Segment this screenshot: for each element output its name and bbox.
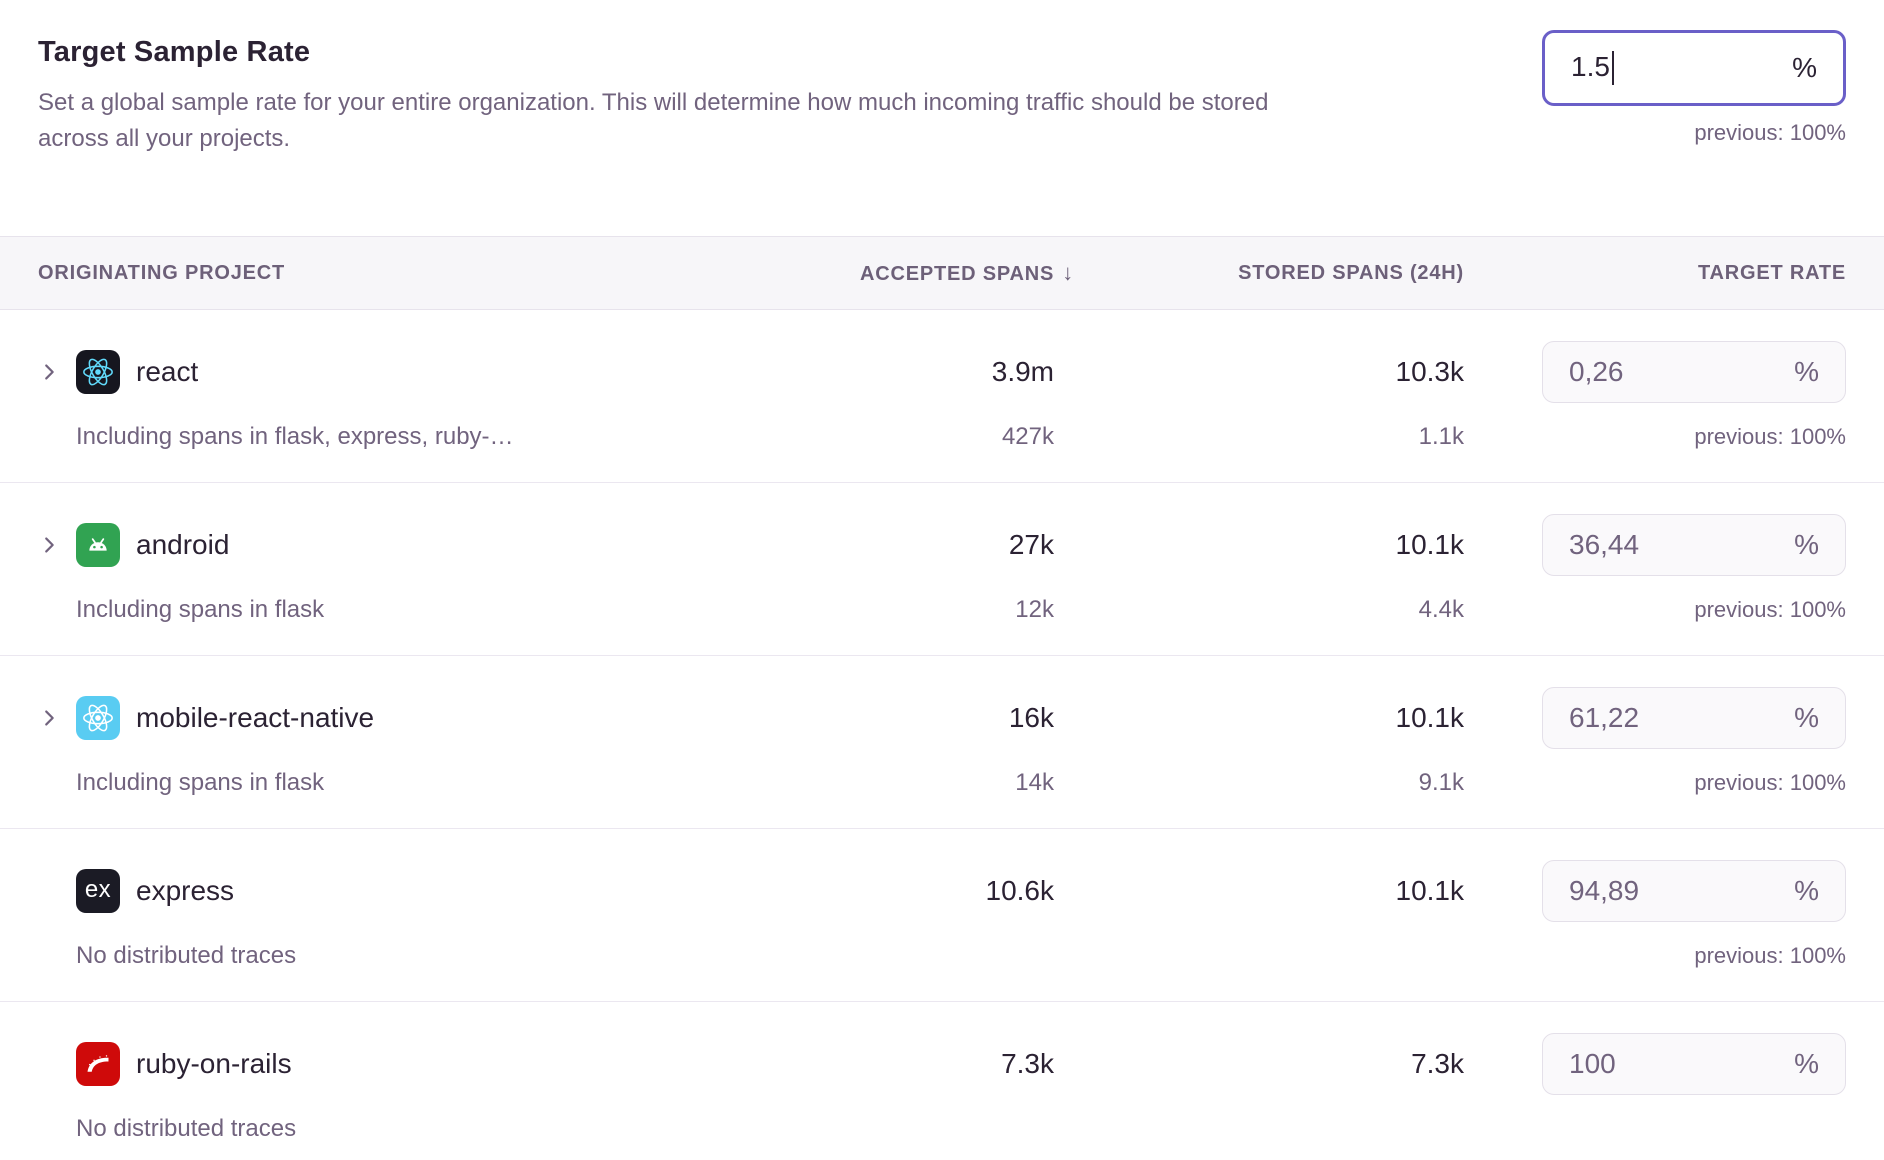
sub-accepted-spans-value: 427k bbox=[1001, 423, 1054, 450]
project-platform-icon bbox=[76, 350, 120, 394]
sort-descending-icon: ↓ bbox=[1062, 260, 1074, 285]
expand-chevron-icon[interactable] bbox=[38, 361, 60, 383]
global-previous-rate-label: previous: 100% bbox=[1694, 120, 1846, 145]
column-header-stored-spans: Stored Spans (24h) bbox=[1238, 261, 1464, 284]
accepted-spans-value: 3.9m bbox=[991, 356, 1054, 387]
percent-unit-label: % bbox=[1794, 1048, 1819, 1079]
project-rate-input[interactable]: 36,44 % bbox=[1542, 514, 1846, 576]
global-sample-rate-input[interactable]: 1.5 % bbox=[1542, 30, 1846, 106]
accepted-spans-value: 7.3k bbox=[1001, 1048, 1054, 1079]
project-name: ruby-on-rails bbox=[136, 1048, 292, 1079]
stored-spans-value: 10.3k bbox=[1395, 356, 1465, 387]
previous-rate-label: previous: 100% bbox=[1694, 943, 1846, 968]
expand-chevron-icon[interactable] bbox=[38, 707, 60, 729]
distributed-traces-note: No distributed traces bbox=[76, 1115, 297, 1142]
text-caret bbox=[1611, 51, 1614, 86]
project-platform-icon bbox=[76, 696, 120, 740]
project-rate-value: 61,22 bbox=[1569, 702, 1640, 733]
stored-spans-value: 7.3k bbox=[1411, 1048, 1464, 1079]
react-native-icon bbox=[81, 701, 115, 735]
project-row: ruby-on-rails 7.3k 7.3k 100 % No distrib… bbox=[0, 1002, 1884, 1160]
stored-spans-value: 10.1k bbox=[1395, 875, 1465, 906]
project-name: android bbox=[136, 529, 230, 560]
project-name: react bbox=[136, 356, 199, 387]
page-description: Set a global sample rate for your entire… bbox=[38, 89, 1269, 153]
react-icon bbox=[81, 355, 115, 389]
sub-stored-spans-value: 1.1k bbox=[1418, 423, 1464, 450]
project-rate-value: 94,89 bbox=[1569, 875, 1640, 906]
page-title: Target Sample Rate bbox=[38, 36, 311, 68]
percent-unit-label: % bbox=[1794, 702, 1819, 733]
sub-stored-spans-value: 4.4k bbox=[1418, 596, 1464, 623]
project-platform-icon bbox=[76, 523, 120, 567]
accepted-spans-value: 10.6k bbox=[985, 875, 1055, 906]
project-row: react 3.9m 10.3k 0,26 % Including spans … bbox=[0, 310, 1884, 483]
distributed-traces-note: Including spans in flask, express, ruby-… bbox=[76, 423, 514, 450]
column-header-originating-project: Originating Project bbox=[38, 261, 286, 284]
express-icon: ex bbox=[84, 876, 112, 903]
distributed-traces-note: No distributed traces bbox=[76, 942, 297, 969]
previous-rate-label: previous: 100% bbox=[1694, 424, 1846, 449]
sub-stored-spans-value: 9.1k bbox=[1418, 769, 1464, 796]
ruby-on-rails-icon bbox=[81, 1047, 115, 1081]
project-name: express bbox=[136, 875, 235, 906]
project-platform-icon: ex bbox=[76, 869, 120, 913]
column-header-accepted-spans[interactable]: Accepted Spans ↓ bbox=[859, 260, 1074, 285]
percent-unit-label: % bbox=[1794, 529, 1819, 560]
distributed-traces-note: Including spans in flask bbox=[76, 769, 325, 796]
percent-unit-label: % bbox=[1794, 875, 1819, 906]
project-name: mobile-react-native bbox=[136, 702, 375, 733]
sub-accepted-spans-value: 14k bbox=[1015, 769, 1054, 796]
project-rate-input[interactable]: 0,26 % bbox=[1542, 341, 1846, 403]
project-rate-input[interactable]: 94,89 % bbox=[1542, 860, 1846, 922]
percent-unit-label: % bbox=[1792, 52, 1817, 83]
distributed-traces-note: Including spans in flask bbox=[76, 596, 325, 623]
previous-rate-label: previous: 100% bbox=[1694, 597, 1846, 622]
project-platform-icon bbox=[76, 1042, 120, 1086]
android-icon bbox=[82, 529, 114, 561]
previous-rate-label: previous: 100% bbox=[1694, 770, 1846, 795]
expand-chevron-icon[interactable] bbox=[38, 534, 60, 556]
project-rate-value: 100 bbox=[1569, 1048, 1616, 1079]
sub-accepted-spans-value: 12k bbox=[1015, 596, 1054, 623]
project-row: mobile-react-native 16k 10.1k 61,22 % In… bbox=[0, 656, 1884, 829]
projects-table-header: Originating Project Accepted Spans ↓ Stor… bbox=[0, 236, 1884, 310]
global-sample-rate-value: 1.5 bbox=[1571, 51, 1614, 86]
project-rate-value: 0,26 bbox=[1569, 356, 1624, 387]
project-rate-input[interactable]: 100 % bbox=[1542, 1033, 1846, 1095]
projects-table-body: react 3.9m 10.3k 0,26 % Including spans … bbox=[0, 310, 1884, 1160]
accepted-spans-value: 27k bbox=[1008, 529, 1054, 560]
project-row: android 27k 10.1k 36,44 % Including span… bbox=[0, 483, 1884, 656]
project-rate-input[interactable]: 61,22 % bbox=[1542, 687, 1846, 749]
project-rate-value: 36,44 bbox=[1569, 529, 1640, 560]
stored-spans-value: 10.1k bbox=[1395, 702, 1465, 733]
column-header-target-rate: Target Rate bbox=[1697, 261, 1846, 284]
stored-spans-value: 10.1k bbox=[1395, 529, 1465, 560]
target-sample-rate-section: Target Sample Rate Set a global sample r… bbox=[0, 0, 1884, 236]
accepted-spans-value: 16k bbox=[1008, 702, 1054, 733]
project-row: ex express 10.6k 10.1k 94,89 % No distri… bbox=[0, 829, 1884, 1002]
percent-unit-label: % bbox=[1794, 356, 1819, 387]
